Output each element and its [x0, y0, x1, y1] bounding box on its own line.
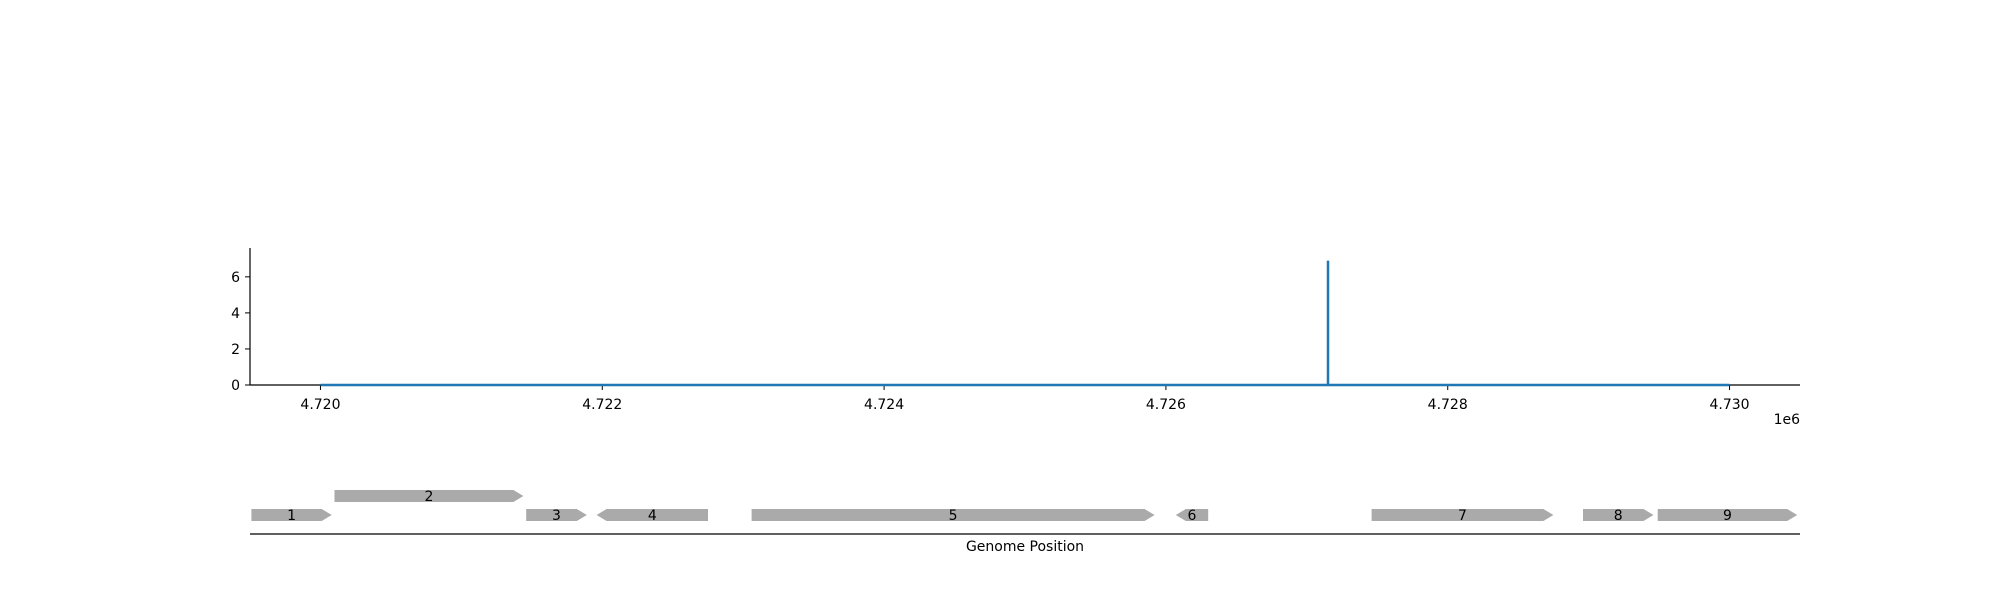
gene-label: 5 — [949, 508, 958, 524]
gene-label: 7 — [1458, 508, 1467, 524]
gene-label: 2 — [425, 489, 434, 505]
x-tick-label: 4.726 — [1146, 397, 1186, 413]
gene-label: 9 — [1723, 508, 1732, 524]
gene-arrow — [1371, 509, 1554, 521]
x-tick-label: 4.730 — [1709, 397, 1749, 413]
y-tick-label: 4 — [231, 306, 240, 322]
x-ticks: 4.720 4.722 4.724 4.726 4.728 4.730 — [300, 385, 1750, 413]
x-axis-title: Genome Position — [966, 539, 1084, 555]
series-group — [320, 260, 1730, 387]
y-tick-label: 0 — [231, 378, 240, 394]
gene-arrow — [596, 509, 708, 521]
gene-arrow — [251, 509, 332, 521]
gene-label: 4 — [648, 508, 657, 524]
gene-arrow — [751, 509, 1155, 521]
gene-label: 8 — [1614, 508, 1623, 524]
gene-features: 1 2 3 4 5 6 7 8 9 — [251, 489, 1798, 524]
y-ticks: 0 2 4 6 — [231, 270, 250, 394]
y-tick-label: 6 — [231, 270, 240, 286]
gene-label: 1 — [287, 508, 296, 524]
coverage-plot: 0 2 4 6 4.720 4.722 4.724 4.726 4.728 4.730 1e6 — [231, 248, 1800, 428]
x-tick-label: 4.720 — [300, 397, 340, 413]
gene-arrow — [1175, 509, 1209, 521]
gene-track: 1 2 3 4 5 6 7 8 9 Genome Position — [250, 489, 1800, 555]
coverage-line — [320, 260, 1730, 387]
x-tick-label: 4.722 — [582, 397, 622, 413]
x-offset-label: 1e6 — [1774, 412, 1801, 428]
gene-label: 6 — [1188, 508, 1197, 524]
gene-arrow — [1583, 509, 1654, 521]
gene-arrow — [526, 509, 587, 521]
gene-arrow — [334, 490, 524, 502]
gene-label: 3 — [552, 508, 561, 524]
y-tick-label: 2 — [231, 342, 240, 358]
x-tick-label: 4.728 — [1428, 397, 1468, 413]
x-tick-label: 4.724 — [864, 397, 904, 413]
gene-arrow — [1657, 509, 1798, 521]
